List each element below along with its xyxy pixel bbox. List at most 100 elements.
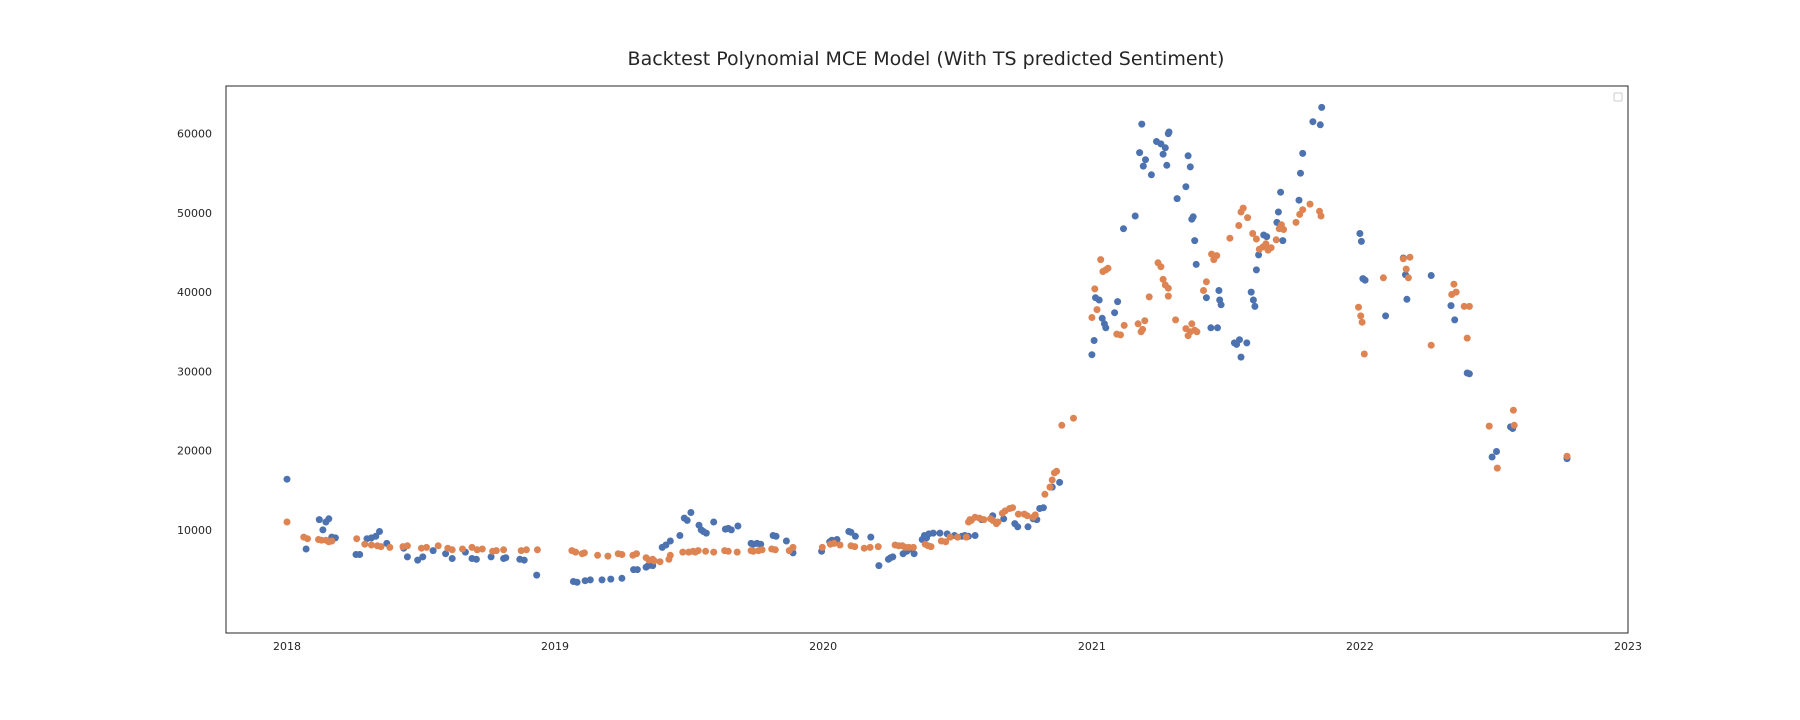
data-point xyxy=(867,533,875,541)
data-point xyxy=(1202,278,1210,286)
data-point xyxy=(687,509,695,516)
data-point xyxy=(702,547,710,555)
data-point xyxy=(1157,263,1165,271)
data-point xyxy=(1214,324,1221,332)
data-point xyxy=(1357,237,1365,245)
data-point xyxy=(1450,280,1458,288)
data-point xyxy=(694,547,702,555)
data-point xyxy=(468,543,476,551)
data-point xyxy=(1088,314,1096,321)
data-point xyxy=(586,576,594,584)
data-point xyxy=(1090,337,1098,344)
data-point xyxy=(618,574,626,582)
data-point xyxy=(1249,296,1257,304)
data-point xyxy=(1134,320,1142,328)
data-point xyxy=(434,542,442,550)
data-point xyxy=(1117,331,1124,339)
data-point xyxy=(1251,302,1259,310)
data-point xyxy=(1465,302,1473,310)
data-point xyxy=(1510,421,1518,429)
data-point xyxy=(971,532,979,539)
data-point xyxy=(304,535,311,543)
data-point xyxy=(1039,504,1047,512)
data-point xyxy=(1299,149,1307,157)
data-point xyxy=(1056,478,1064,486)
data-point xyxy=(403,542,411,550)
data-point xyxy=(1165,128,1173,136)
data-point xyxy=(448,555,456,562)
data-point xyxy=(1093,306,1101,314)
data-point xyxy=(666,537,674,545)
data-point xyxy=(502,554,510,562)
data-point xyxy=(1184,152,1192,160)
data-point xyxy=(573,578,581,586)
data-point xyxy=(1114,298,1122,306)
data-point xyxy=(522,546,530,554)
data-point xyxy=(1252,266,1260,274)
y-tick-label: 60000 xyxy=(177,128,212,141)
y-tick-label: 10000 xyxy=(177,524,212,537)
data-point xyxy=(1309,118,1317,126)
data-point xyxy=(1463,334,1471,342)
data-point xyxy=(598,576,606,584)
data-point xyxy=(1164,284,1172,292)
data-point xyxy=(1191,237,1199,245)
data-point xyxy=(377,543,385,551)
data-point xyxy=(376,528,383,535)
data-point xyxy=(1402,265,1410,273)
data-point xyxy=(618,551,626,558)
data-point xyxy=(1136,149,1144,157)
data-point xyxy=(319,526,327,534)
data-point xyxy=(851,543,859,551)
data-point xyxy=(954,533,961,541)
data-point xyxy=(1207,324,1215,332)
data-point xyxy=(572,548,580,556)
data-point xyxy=(633,566,641,574)
data-point xyxy=(1493,448,1500,455)
data-point xyxy=(1509,406,1517,414)
x-tick-label: 2020 xyxy=(809,640,837,653)
data-point xyxy=(727,526,735,534)
data-point xyxy=(1046,483,1054,491)
data-point xyxy=(1563,452,1571,460)
x-tick-label: 2023 xyxy=(1614,640,1642,653)
data-point xyxy=(367,541,375,549)
data-point xyxy=(372,532,380,540)
data-point xyxy=(910,550,918,558)
data-point xyxy=(1272,236,1280,244)
data-point xyxy=(1262,240,1270,248)
data-point xyxy=(442,550,450,558)
data-point xyxy=(679,548,687,556)
data-point xyxy=(492,547,500,555)
data-point xyxy=(1382,312,1390,320)
data-point xyxy=(789,543,797,551)
data-point xyxy=(1356,230,1364,237)
data-point xyxy=(1120,321,1128,329)
data-point xyxy=(1014,510,1022,518)
data-point xyxy=(980,516,988,524)
data-points xyxy=(283,103,1571,586)
data-point xyxy=(851,532,859,540)
data-point xyxy=(581,577,589,585)
data-point xyxy=(403,553,411,561)
data-point xyxy=(472,555,480,563)
legend-box xyxy=(1613,92,1623,102)
data-point xyxy=(1427,341,1435,349)
data-point xyxy=(1104,264,1112,272)
data-point xyxy=(604,552,612,560)
x-tick-label: 2018 xyxy=(273,640,301,653)
data-point xyxy=(1202,294,1210,302)
data-point xyxy=(361,540,369,548)
data-point xyxy=(830,539,838,547)
data-point xyxy=(889,553,897,561)
data-point xyxy=(283,518,291,526)
data-point xyxy=(283,475,291,483)
data-point xyxy=(1451,316,1459,324)
data-point xyxy=(1139,162,1147,170)
data-point xyxy=(782,537,790,545)
data-point xyxy=(1280,226,1288,233)
data-point xyxy=(325,515,333,523)
series-0 xyxy=(283,103,1571,586)
data-point xyxy=(1243,339,1251,347)
